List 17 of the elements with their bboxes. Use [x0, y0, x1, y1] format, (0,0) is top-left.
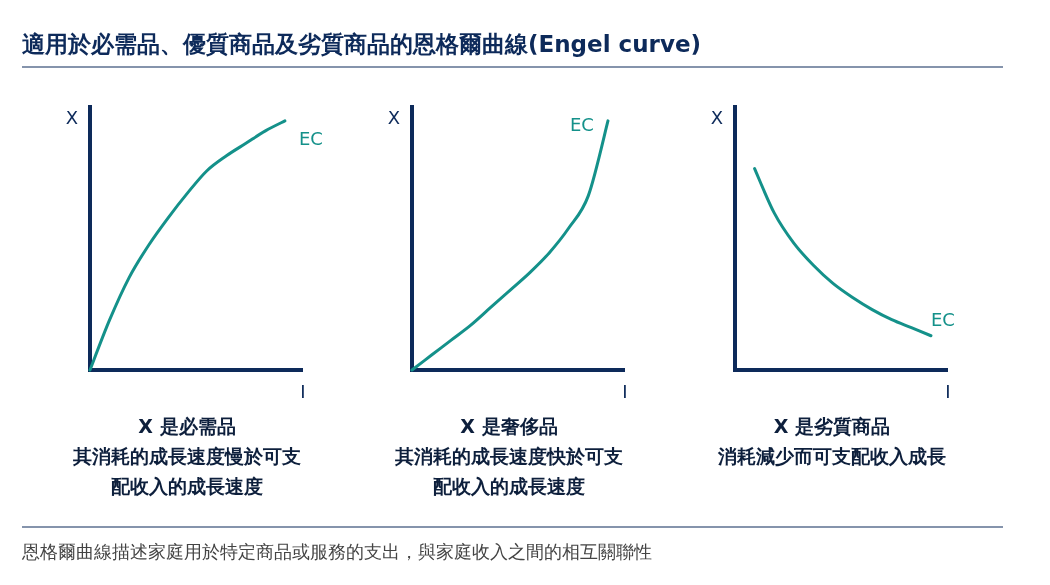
text: 消耗減少而可支配收入成長	[717, 445, 946, 467]
text: X 是必需品	[138, 415, 236, 437]
y-axis-title: X	[710, 107, 724, 128]
text: 其消耗的成長速度快於可支配收入的成長速度	[394, 445, 623, 497]
series-label: EC	[930, 308, 955, 330]
series-label: EC	[569, 113, 594, 135]
text: X 是奢侈品	[460, 415, 558, 437]
x-axis-title: I	[622, 381, 628, 402]
x-axis-title: I	[945, 381, 951, 402]
y-axis-title: X	[387, 107, 401, 128]
text: 恩格爾曲線描述家庭用於特定商品或服務的支出，與家庭收入之間的相互關聯性	[21, 541, 652, 562]
series-label: EC	[298, 127, 323, 149]
text: 適用於必需品、優質商品及劣質商品的恩格爾曲線(Engel curve)	[22, 31, 702, 57]
y-axis-title: X	[65, 107, 79, 128]
text: 其消耗的成長速度慢於可支配收入的成長速度	[72, 445, 301, 497]
text: X 是劣質商品	[773, 415, 891, 437]
x-axis-title: I	[300, 381, 306, 402]
